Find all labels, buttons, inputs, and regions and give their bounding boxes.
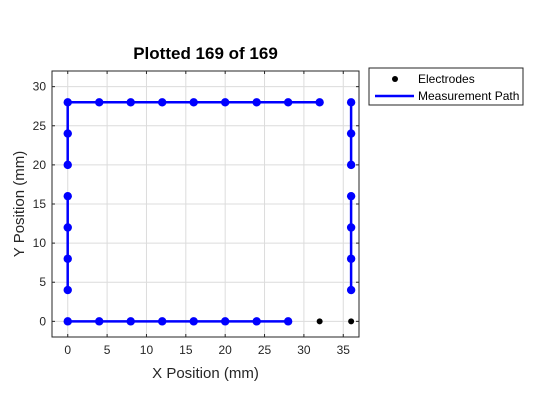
y-axis-label: Y Position (mm): [11, 151, 28, 257]
measurement-path-point: [346, 223, 356, 232]
x-tick-label: 15: [179, 343, 193, 357]
x-axis-label: X Position (mm): [152, 365, 259, 382]
legend-label-electrodes: Electrodes: [418, 72, 475, 86]
measurement-path-point: [95, 317, 104, 326]
measurement-path-point: [63, 129, 72, 138]
measurement-path-point: [63, 254, 72, 263]
measurement-path-point: [346, 129, 356, 138]
legend: Electrodes Measurement Path: [368, 67, 524, 106]
measurement-path-point: [63, 317, 72, 326]
measurement-path-point: [283, 98, 293, 107]
measurement-path-point: [346, 254, 356, 263]
measurement-path-point: [315, 98, 324, 107]
chart-title: Plotted 169 of 169: [133, 44, 278, 63]
y-tick-label: 5: [39, 275, 46, 289]
measurement-path-point: [189, 98, 198, 107]
measurement-path-point: [220, 317, 230, 326]
measurement-path-point: [95, 98, 104, 107]
measurement-path-point: [63, 285, 72, 295]
y-tick-label: 15: [33, 197, 47, 211]
measurement-path-point: [126, 98, 135, 107]
x-tick-label: 35: [337, 343, 351, 357]
electrode-point: [316, 318, 323, 325]
measurement-path-point: [189, 317, 198, 326]
measurement-path-point: [220, 98, 230, 107]
y-tick-label: 20: [33, 158, 47, 172]
legend-label-measurement-path: Measurement Path: [418, 89, 519, 103]
measurement-path-point: [63, 223, 72, 232]
measurement-path-point: [158, 98, 167, 107]
plot-area: 0 5 10 15 20 25 30 35 0 5 10 15 20 25 30: [33, 70, 360, 357]
measurement-path-point: [283, 317, 293, 326]
x-tick-label: 20: [218, 343, 232, 357]
y-tick-label: 10: [33, 236, 47, 250]
x-tick-label: 10: [140, 343, 154, 357]
measurement-path-point: [346, 160, 356, 170]
y-tick-label: 25: [33, 119, 47, 133]
legend-box: [368, 67, 524, 106]
measurement-path-point: [63, 160, 72, 170]
measurement-path-point: [63, 191, 72, 201]
y-tick-label: 30: [33, 80, 47, 94]
measurement-path-point: [346, 285, 356, 295]
y-tick-label: 0: [39, 314, 46, 328]
measurement-path-point: [252, 317, 261, 326]
x-tick-label: 0: [64, 343, 71, 357]
x-tick-label: 5: [104, 343, 111, 357]
measurement-path-point: [63, 98, 72, 107]
measurement-path-point: [346, 98, 356, 107]
measurement-path-point: [126, 317, 135, 326]
x-tick-label: 25: [258, 343, 272, 357]
legend-marker-electrodes: [392, 76, 398, 82]
measurement-path-point: [158, 317, 167, 326]
measurement-path-point: [346, 191, 356, 201]
measurement-path-point: [252, 98, 261, 107]
x-tick-label: 30: [297, 343, 311, 357]
electrode-point: [348, 318, 355, 325]
